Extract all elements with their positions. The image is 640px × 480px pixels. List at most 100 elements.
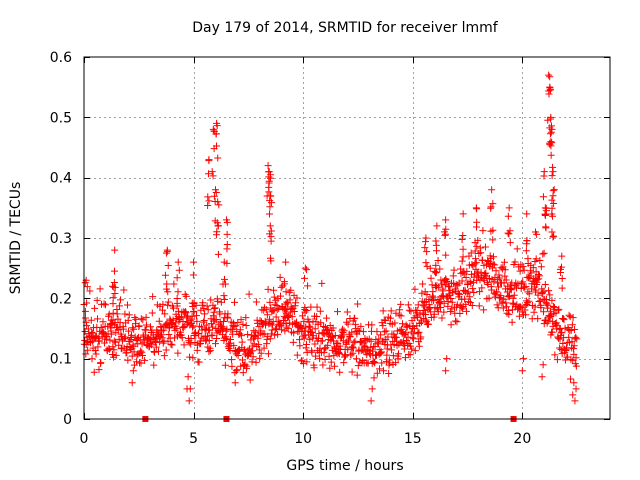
data-point xyxy=(538,288,546,296)
y-tick-label: 0 xyxy=(63,412,72,428)
data-point xyxy=(214,198,222,206)
data-point xyxy=(271,331,279,339)
data-point xyxy=(255,323,263,331)
data-point xyxy=(123,301,131,309)
data-point xyxy=(163,246,171,254)
data-point xyxy=(479,227,487,235)
data-point xyxy=(212,340,219,348)
x-tick-label: 0 xyxy=(80,431,89,447)
data-point xyxy=(438,314,446,322)
data-point xyxy=(548,125,556,133)
data-point xyxy=(88,328,96,336)
data-point xyxy=(475,249,483,257)
data-point xyxy=(121,310,129,318)
data-point xyxy=(534,315,542,323)
data-point xyxy=(548,172,556,180)
data-point xyxy=(566,313,574,321)
data-point xyxy=(200,316,208,324)
data-point xyxy=(149,293,157,301)
data-point xyxy=(222,216,230,224)
data-point xyxy=(481,243,489,251)
data-point xyxy=(293,294,301,302)
data-point xyxy=(326,364,334,372)
data-point xyxy=(466,299,474,307)
data-point xyxy=(180,341,188,349)
data-point xyxy=(495,293,503,301)
data-point xyxy=(208,168,216,176)
data-point xyxy=(434,256,442,264)
data-point xyxy=(325,352,333,360)
data-point xyxy=(550,232,558,240)
data-point xyxy=(284,324,292,332)
data-point xyxy=(549,192,557,200)
data-point xyxy=(547,142,555,150)
data-point xyxy=(389,352,397,360)
data-point xyxy=(329,324,337,332)
data-point xyxy=(106,336,114,344)
data-point xyxy=(433,222,441,230)
y-axis-label: SRMTID / TECUs xyxy=(8,182,24,295)
data-point xyxy=(167,340,175,348)
data-point xyxy=(570,379,578,387)
data-point xyxy=(285,312,293,320)
data-point xyxy=(431,267,439,275)
data-point xyxy=(506,239,514,247)
data-point xyxy=(428,281,436,289)
data-point xyxy=(567,375,575,383)
data-point xyxy=(132,315,140,323)
data-point xyxy=(274,330,282,338)
data-point xyxy=(278,326,286,334)
data-point xyxy=(367,397,375,405)
data-point xyxy=(92,350,100,358)
data-point xyxy=(397,300,405,308)
data-point xyxy=(137,359,145,367)
data-point xyxy=(243,362,251,370)
data-point xyxy=(539,193,547,201)
data-point xyxy=(500,258,508,266)
data-point xyxy=(327,358,335,366)
data-point xyxy=(496,274,504,282)
data-point xyxy=(377,331,385,339)
data-point xyxy=(502,299,510,307)
data-point xyxy=(100,300,108,308)
data-point xyxy=(357,322,365,330)
data-point xyxy=(545,314,553,322)
data-point xyxy=(368,321,376,329)
data-point xyxy=(504,212,512,220)
data-point xyxy=(442,251,450,259)
data-point xyxy=(170,280,178,288)
data-point xyxy=(87,316,95,324)
data-point xyxy=(181,290,189,298)
data-point xyxy=(416,319,424,327)
data-point xyxy=(539,250,547,258)
data-point xyxy=(123,349,131,357)
data-point xyxy=(105,310,113,318)
data-point xyxy=(197,339,205,347)
data-point xyxy=(290,307,298,315)
data-point xyxy=(267,199,275,207)
data-point xyxy=(456,310,464,318)
data-point xyxy=(544,317,552,325)
data-point xyxy=(433,247,441,255)
data-point xyxy=(572,354,580,362)
data-point xyxy=(505,204,513,212)
data-point xyxy=(214,222,222,230)
data-point xyxy=(124,316,132,324)
data-point xyxy=(424,320,432,328)
x-tick-label: 10 xyxy=(294,431,312,447)
data-point xyxy=(166,315,174,323)
data-point xyxy=(125,327,133,335)
data-point xyxy=(564,325,572,333)
data-point xyxy=(129,367,137,375)
data-point xyxy=(504,292,512,300)
data-point xyxy=(348,343,356,351)
data-point xyxy=(223,240,231,248)
data-point xyxy=(428,296,436,304)
data-point xyxy=(532,268,540,276)
data-point xyxy=(230,298,238,306)
data-point xyxy=(569,391,577,399)
data-point xyxy=(483,279,491,287)
data-point xyxy=(525,290,533,298)
data-point xyxy=(128,344,136,352)
